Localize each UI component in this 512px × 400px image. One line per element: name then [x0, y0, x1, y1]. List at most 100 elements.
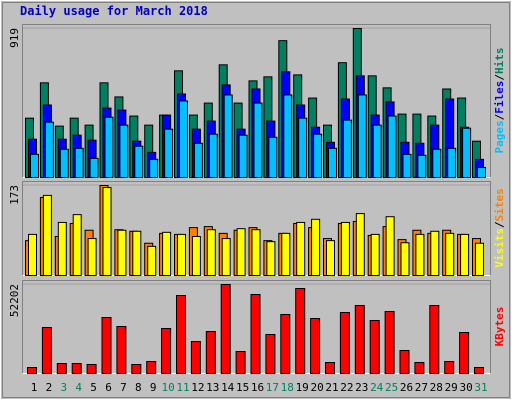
x-tick-label: 27: [415, 381, 428, 394]
bar: [57, 221, 67, 276]
bar: [253, 102, 263, 178]
x-tick-label: 28: [430, 381, 443, 394]
bar: [432, 148, 442, 178]
x-tick-label: 15: [236, 381, 249, 394]
bar: [444, 360, 455, 374]
bar: [477, 166, 486, 178]
bar: [104, 116, 114, 178]
x-tick-label: 17: [266, 381, 279, 394]
y-tick-label: 173: [8, 185, 21, 205]
bar: [357, 94, 367, 178]
x-tick-label: 26: [400, 381, 413, 394]
bar: [355, 213, 365, 276]
x-tick-label: 1: [31, 381, 38, 394]
bar: [265, 334, 276, 375]
bar: [326, 240, 335, 277]
bar: [102, 187, 112, 276]
legend-separator: /: [493, 221, 506, 228]
bar: [342, 119, 352, 178]
bar: [445, 232, 455, 276]
bar: [399, 350, 410, 375]
bar: [134, 145, 144, 178]
bar: [41, 327, 52, 374]
x-tick-label: 23: [355, 381, 368, 394]
bar: [296, 221, 306, 276]
bar: [384, 311, 395, 374]
bar: [161, 328, 172, 374]
bar: [146, 360, 157, 374]
x-tick-label: 24: [370, 381, 384, 394]
bar: [311, 218, 321, 277]
bar: [220, 284, 231, 374]
legend: Visits/Sites: [493, 188, 506, 268]
bar: [328, 147, 337, 178]
bar: [119, 124, 129, 178]
bar: [221, 238, 231, 276]
bar: [86, 363, 97, 375]
bar: [59, 148, 69, 178]
bar: [283, 94, 293, 178]
bar: [295, 287, 306, 374]
legend: KBytes: [493, 307, 506, 347]
bar: [251, 229, 261, 276]
x-tick-label: 29: [445, 381, 458, 394]
x-tick-label: 20: [310, 381, 323, 394]
bar: [370, 233, 380, 276]
bar: [206, 229, 216, 276]
bar: [164, 128, 174, 178]
bar: [325, 361, 335, 374]
bar: [191, 235, 201, 277]
bar: [236, 228, 246, 276]
x-tick-label: 9: [150, 381, 157, 394]
bar: [250, 294, 261, 374]
bar: [387, 115, 397, 179]
x-tick-label: 2: [46, 381, 53, 394]
bar: [385, 216, 395, 276]
bar: [372, 124, 382, 178]
bar: [280, 313, 291, 374]
bar: [310, 317, 321, 374]
bar: [475, 242, 484, 276]
x-tick-label: 13: [206, 381, 219, 394]
bar: [369, 319, 380, 375]
bar: [72, 214, 82, 276]
bar: [402, 153, 412, 179]
bar: [74, 147, 84, 178]
bar: [177, 233, 186, 276]
x-tick-label: 6: [105, 381, 112, 394]
bar: [179, 100, 188, 178]
x-tick-label: 3: [60, 381, 67, 394]
bar: [298, 117, 308, 179]
bar: [266, 241, 276, 276]
bar: [131, 363, 142, 375]
legend: Pages/Files/Hits: [493, 48, 506, 154]
legend-entry: Files: [493, 81, 506, 114]
bar: [238, 134, 248, 178]
bar: [87, 238, 97, 276]
y-tick-label: 52202: [8, 284, 21, 317]
x-tick-label: 21: [325, 381, 338, 394]
legend-entry: Visits: [493, 228, 506, 268]
x-tick-label: 4: [75, 381, 82, 394]
bar: [193, 142, 203, 179]
x-tick-label: 11: [176, 381, 189, 394]
x-tick-label: 10: [161, 381, 174, 394]
x-tick-label: 31: [474, 381, 487, 394]
bar: [417, 154, 427, 178]
bar: [56, 363, 67, 375]
chart-title: Daily usage for March 2018: [20, 4, 208, 18]
legend-entry: KBytes: [493, 307, 506, 347]
bar: [176, 295, 186, 375]
legend-entry: Pages: [493, 120, 506, 153]
bar: [149, 158, 159, 178]
bar: [190, 341, 201, 374]
bar: [429, 305, 440, 375]
bar: [460, 233, 470, 276]
bar: [208, 133, 218, 178]
bar: [462, 127, 472, 178]
x-tick-label: 12: [191, 381, 204, 394]
bar: [447, 147, 457, 178]
bar: [474, 367, 484, 374]
